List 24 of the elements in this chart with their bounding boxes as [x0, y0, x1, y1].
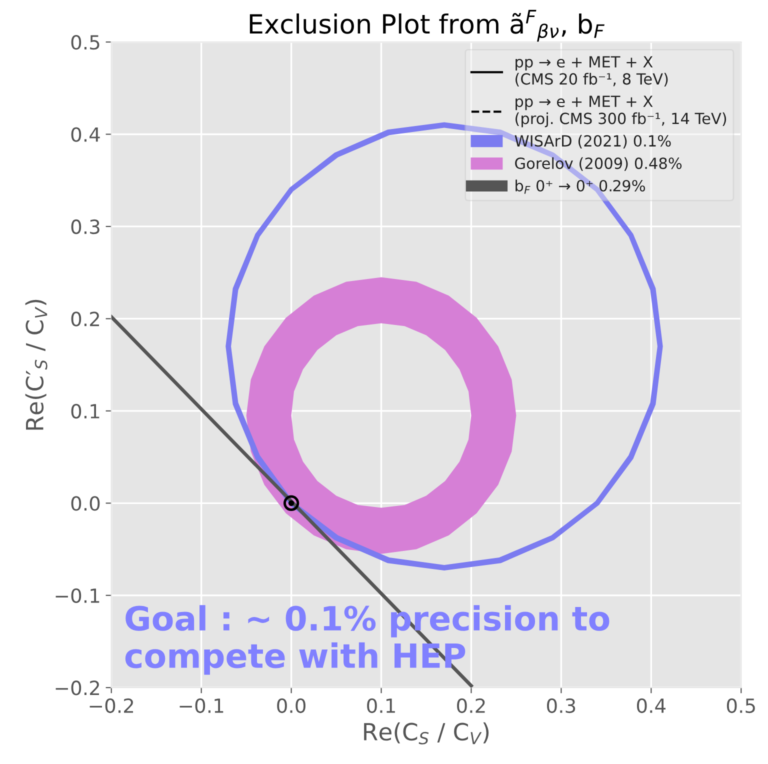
- x-tick-label: 0.3: [547, 698, 576, 714]
- y-tick-label: 0.4: [71, 127, 100, 142]
- y-tick-label: 0.5: [71, 34, 100, 50]
- y-tick-label: 0.1: [71, 404, 100, 419]
- chart-title: Exclusion Plot from ã$^{F}$$_{βν}$, b$_{F}$: [250, 10, 604, 42]
- legend-label: WISArD (2021) 0.1%: [514, 134, 671, 148]
- x-tick-label: 0.4: [636, 698, 666, 714]
- x-tick-label: 0.0: [277, 698, 306, 714]
- legend-label: pp → e + MET + X (proj. CMS 300 fb⁻¹, 14 TeV): [516, 96, 726, 128]
- y-axis-title: Re(C′$_{S}$ / C$_{V}$): [25, 300, 48, 430]
- legend-label: Gorelov (2009) 0.48%: [515, 157, 682, 171]
- x-tick-label: 0.2: [457, 698, 485, 714]
- y-tick-label: −0.1: [56, 588, 100, 604]
- y-tick-label: 0.0: [71, 496, 100, 511]
- x-axis-title: Re(C$_{S}$ / C$_{V}$): [364, 722, 489, 744]
- x-tick-label: 0.5: [726, 698, 755, 714]
- legend-label: b$_{F}$ 0⁺ → 0⁺ 0.29%: [516, 180, 646, 194]
- legend-label: pp → e + MET + X (CMS 20 fb⁻¹, 8 TeV): [516, 56, 668, 86]
- x-tick-label: −0.1: [180, 698, 224, 714]
- y-tick-label: −0.2: [56, 680, 99, 696]
- x-tick-label: −0.2: [90, 698, 134, 714]
- y-tick-label: 0.2: [71, 312, 99, 326]
- x-tick-label: 0.1: [367, 698, 395, 714]
- y-tick-label: 0.3: [71, 219, 100, 234]
